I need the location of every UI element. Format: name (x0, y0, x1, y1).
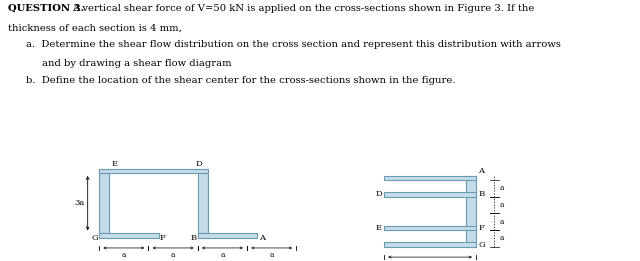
Text: A vertical shear force of V=50 kN is applied on the cross-sections shown in Figu: A vertical shear force of V=50 kN is app… (72, 4, 534, 13)
Text: D: D (375, 191, 382, 198)
Text: a: a (122, 251, 126, 259)
FancyBboxPatch shape (99, 233, 159, 238)
Text: a: a (500, 184, 504, 192)
Text: 3a: 3a (426, 260, 435, 261)
FancyBboxPatch shape (384, 242, 476, 247)
Text: A: A (259, 234, 264, 242)
Text: F: F (160, 234, 166, 242)
FancyBboxPatch shape (198, 173, 208, 233)
Text: a.  Determine the shear flow distribution on the cross section and represent thi: a. Determine the shear flow distribution… (26, 40, 561, 49)
FancyBboxPatch shape (384, 192, 476, 197)
Text: a: a (269, 251, 274, 259)
FancyBboxPatch shape (466, 176, 476, 247)
Text: D: D (196, 159, 203, 168)
Text: a: a (500, 234, 504, 242)
Text: B: B (190, 234, 196, 242)
Text: G: G (478, 241, 485, 248)
FancyBboxPatch shape (99, 173, 109, 233)
Text: 3a: 3a (75, 199, 85, 207)
Text: and by drawing a shear flow diagram: and by drawing a shear flow diagram (42, 59, 231, 68)
Text: E: E (376, 224, 382, 232)
FancyBboxPatch shape (198, 233, 257, 238)
Text: F: F (478, 224, 484, 232)
Text: a: a (171, 251, 175, 259)
Text: QUESTION 3.: QUESTION 3. (8, 4, 84, 13)
FancyBboxPatch shape (384, 176, 476, 180)
FancyBboxPatch shape (384, 226, 476, 230)
Text: b.  Define the location of the shear center for the cross-sections shown in the : b. Define the location of the shear cent… (26, 76, 455, 85)
Text: a: a (500, 218, 504, 226)
Text: A: A (478, 167, 484, 175)
Text: a: a (500, 201, 504, 209)
Text: a: a (220, 251, 225, 259)
Text: thickness of each section is 4 mm,: thickness of each section is 4 mm, (8, 23, 182, 32)
Text: B: B (478, 191, 484, 198)
Text: E: E (111, 159, 118, 168)
Text: G: G (91, 234, 98, 242)
FancyBboxPatch shape (99, 169, 208, 173)
